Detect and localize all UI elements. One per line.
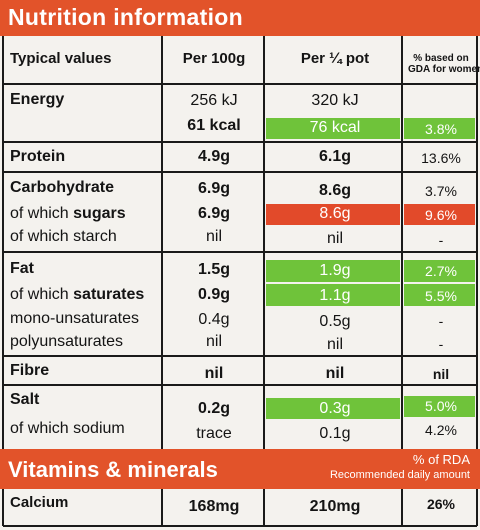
highlight-sugars-perpot — [266, 204, 400, 225]
col-header-perpot: Per ¼ pot — [300, 50, 370, 67]
row-starch-gda: - — [438, 232, 444, 248]
highlight-sugars-gda — [404, 204, 475, 225]
highlight-saturates-perpot — [266, 284, 400, 306]
sugars-label-prefix: of which — [10, 205, 74, 222]
row-carbohydrate-gda: 3.7% — [425, 183, 457, 199]
row-fibre-per100: nil — [204, 365, 224, 382]
row-sodium-gda: 4.2% — [425, 422, 457, 438]
col-header-per100: Per 100g — [182, 50, 246, 67]
vitamins-title: Vitamins & minerals — [8, 457, 218, 482]
row-energy-label: Energy — [10, 91, 65, 108]
row-saturates-per100: 0.9g — [197, 286, 230, 303]
col-header-typical: Typical values — [10, 50, 112, 67]
row-starch-label: of which starch — [10, 228, 117, 245]
row-sodium-perpot: 0.1g — [319, 425, 351, 442]
row-fat-perpot: 1.9g — [319, 262, 351, 279]
row-energy-per100-kj: 256 kJ — [190, 92, 238, 109]
gda-line2: GDA for women — [408, 64, 480, 75]
row-poly-label: polyunsaturates — [10, 333, 123, 350]
highlight-fat-gda — [404, 260, 475, 282]
vitamins-header: Vitamins & minerals % of RDA Recommended… — [0, 449, 480, 489]
row-protein-perpot: 6.1g — [318, 148, 351, 165]
saturates-label-prefix: of which — [10, 286, 74, 303]
highlight-energy-gda — [404, 118, 475, 139]
highlight-salt-perpot — [266, 398, 400, 419]
col-header-gda: % based on GDA for women — [408, 53, 480, 75]
row-fibre-label: Fibre — [10, 362, 50, 379]
row-fat-label: Fat — [10, 260, 34, 277]
highlight-fat-perpot — [266, 260, 400, 282]
highlight-saturates-gda — [404, 284, 475, 306]
row-fibre-perpot: nil — [325, 365, 345, 382]
sugars-label-bold: sugars — [73, 205, 126, 222]
row-carbohydrate-label: Carbohydrate — [10, 179, 115, 196]
row-fat-per100: 1.5g — [197, 261, 230, 278]
row-protein-per100: 4.9g — [197, 148, 230, 165]
row-salt-per100: 0.2g — [197, 400, 230, 417]
row-protein-label: Protein — [10, 148, 66, 165]
row-poly-per100: nil — [205, 333, 222, 350]
row-salt-gda: 5.0% — [425, 398, 457, 414]
row-calcium-label: Calcium — [10, 494, 69, 511]
row-energy-perpot-kcal: 76 kcal — [309, 119, 361, 136]
row-sodium-per100: trace — [196, 425, 232, 442]
row-carbohydrate-per100: 6.9g — [197, 180, 230, 197]
row-energy-per100-kcal: 61 kcal — [187, 117, 241, 134]
highlight-salt-gda — [404, 396, 475, 417]
row-sugars-per100: 6.9g — [197, 205, 230, 222]
row-calcium-pct: 26% — [426, 496, 456, 512]
row-mono-per100: 0.4g — [198, 311, 230, 328]
row-poly-perpot: nil — [326, 336, 343, 353]
row-mono-label: mono-unsaturates — [10, 310, 139, 327]
row-calcium-perpot: 210mg — [309, 498, 361, 515]
row-carbohydrate-perpot: 8.6g — [318, 182, 351, 199]
row-mono-perpot: 0.5g — [319, 313, 351, 330]
row-energy-gda: 3.8% — [425, 121, 457, 137]
row-sugars-perpot: 8.6g — [319, 205, 351, 222]
row-fibre-gda: nil — [432, 366, 450, 382]
highlight-energy-perpot — [266, 118, 400, 139]
row-saturates-label: of which saturates — [10, 286, 144, 304]
row-fat-gda: 2.7% — [425, 263, 457, 279]
rda-percent-label: % of RDA — [412, 452, 470, 467]
nutrition-title: Nutrition information — [8, 4, 243, 30]
row-salt-perpot: 0.3g — [319, 400, 351, 417]
row-mono-gda: - — [438, 313, 444, 329]
row-starch-per100: nil — [205, 228, 222, 245]
row-energy-perpot-kj: 320 kJ — [311, 92, 359, 109]
row-starch-perpot: nil — [326, 230, 343, 247]
gda-line1: % based on — [413, 53, 469, 64]
row-protein-gda: 13.6% — [421, 150, 461, 166]
row-sugars-gda: 9.6% — [425, 207, 457, 223]
nutrition-header: Nutrition information — [0, 0, 480, 36]
saturates-label-bold: saturates — [73, 286, 145, 303]
row-salt-label: Salt — [10, 391, 40, 408]
rda-description: Recommended daily amount — [329, 469, 470, 481]
row-saturates-perpot: 1.1g — [319, 287, 351, 304]
row-calcium-per100: 168mg — [188, 498, 240, 515]
row-poly-gda: - — [438, 336, 444, 352]
row-saturates-gda: 5.5% — [425, 288, 457, 304]
row-sodium-label: of which sodium — [10, 420, 125, 437]
row-sugars-label: of which sugars — [10, 205, 126, 223]
